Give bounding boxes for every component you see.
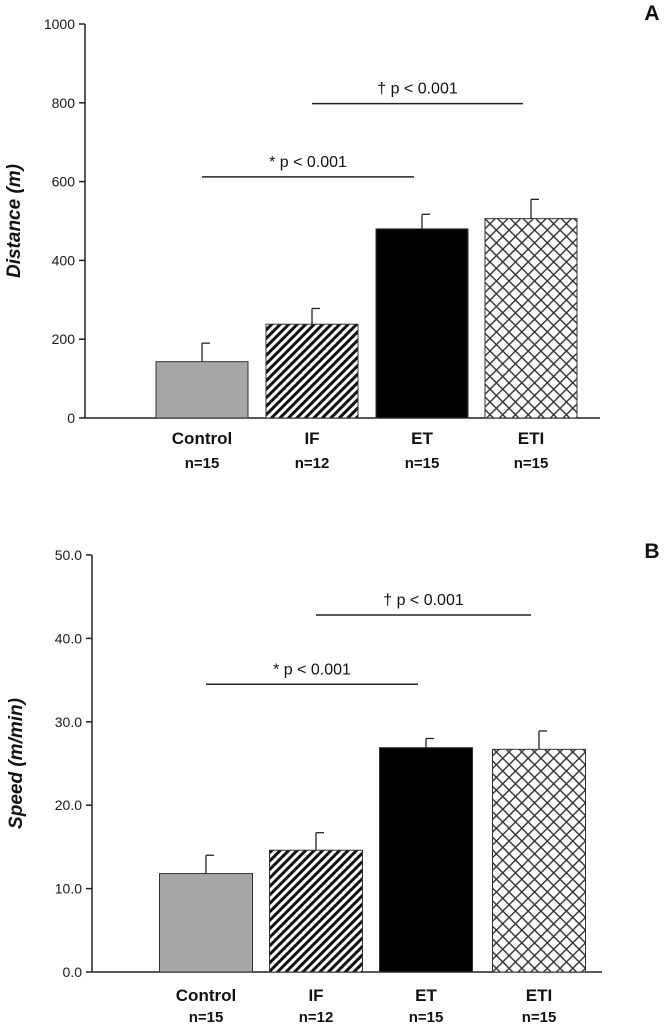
- y-tick-label: 800: [52, 95, 76, 111]
- n-label: n=15: [405, 455, 440, 472]
- bar-et: [379, 747, 473, 973]
- bar-et: [375, 228, 469, 419]
- y-tick-label: 40.0: [55, 630, 82, 646]
- n-label: n=15: [185, 455, 220, 472]
- category-label: IF: [304, 429, 319, 448]
- y-axis-title: Speed (m/min): [6, 698, 27, 829]
- y-tick-label: 200: [52, 331, 76, 347]
- bar-if: [269, 849, 363, 973]
- y-tick-label: 10.0: [55, 881, 82, 897]
- bar-eti: [492, 748, 586, 973]
- panel-b: 0.0 10.0 20.0 30.0 40.0 50.0 Speed (m/min) B Con…: [6, 540, 660, 1024]
- n-label: n=15: [409, 1009, 444, 1024]
- y-tick-label: 50.0: [55, 547, 82, 563]
- significance-label: † p < 0.001: [383, 592, 464, 609]
- y-tick-label: 1000: [44, 16, 75, 32]
- panel-letter: B: [644, 540, 659, 563]
- n-label: n=12: [299, 1009, 334, 1024]
- n-label: n=15: [189, 1009, 224, 1024]
- bar-eti: [484, 218, 578, 419]
- category-label: IF: [308, 986, 323, 1005]
- category-label: ET: [411, 429, 433, 448]
- y-tick-label: 0: [67, 410, 75, 426]
- bar-control: [155, 361, 249, 419]
- n-label: n=15: [522, 1009, 557, 1024]
- n-label: n=15: [514, 455, 549, 472]
- significance-label: † p < 0.001: [377, 81, 458, 98]
- panel-a: 0 200 400 600 800 1000 Distance (m) A Control n=1…: [4, 2, 660, 472]
- y-tick-label: 600: [52, 174, 76, 190]
- y-tick-label: 0.0: [63, 964, 83, 980]
- y-tick-label: 400: [52, 252, 76, 268]
- category-label: ETI: [526, 986, 552, 1005]
- category-label: Control: [176, 986, 236, 1005]
- n-label: n=12: [295, 455, 330, 472]
- category-label: ET: [415, 986, 437, 1005]
- panel-letter: A: [644, 2, 659, 25]
- category-label: Control: [172, 429, 232, 448]
- significance-label: * p < 0.001: [273, 661, 351, 678]
- y-axis-title: Distance (m): [4, 164, 25, 278]
- category-label: ETI: [518, 429, 544, 448]
- significance-label: * p < 0.001: [269, 154, 347, 171]
- bar-control: [159, 873, 253, 973]
- y-tick-label: 30.0: [55, 714, 82, 730]
- y-tick-label: 20.0: [55, 797, 82, 813]
- bar-if: [265, 323, 359, 419]
